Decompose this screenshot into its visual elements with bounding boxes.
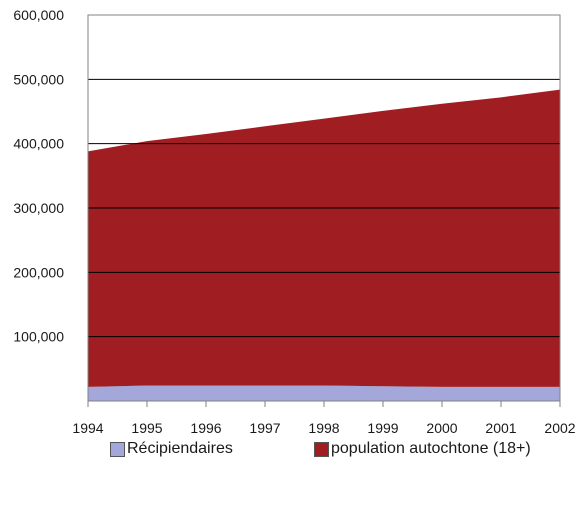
legend-swatch-population <box>314 441 329 457</box>
area-series-0 <box>88 385 560 401</box>
area-chart: 100,000 200,000 300,000 400,000 500,000 600,0… <box>13 7 575 436</box>
x-tick-label: 2000 <box>426 420 457 436</box>
legend-label-recipiendaires: Récipiendaires <box>127 440 233 457</box>
x-tick-label: 1995 <box>131 420 162 436</box>
y-axis-labels: 100,000 200,000 300,000 400,000 500,000 600,0… <box>13 7 64 345</box>
y-tick-label: 500,000 <box>13 71 64 87</box>
legend: Récipiendaires population autochtone (18… <box>0 440 580 470</box>
y-tick-label: 100,000 <box>13 329 64 345</box>
y-tick-label: 300,000 <box>13 200 64 216</box>
x-tick-label: 1996 <box>190 420 221 436</box>
x-tick-label: 2002 <box>544 420 575 436</box>
x-tick-label: 2001 <box>485 420 516 436</box>
legend-item-recipiendaires: Récipiendaires <box>110 440 233 458</box>
y-tick-label: 400,000 <box>13 136 64 152</box>
x-tick-label: 1997 <box>249 420 280 436</box>
x-tick-label: 1994 <box>72 420 103 436</box>
legend-swatch-recipiendaires <box>110 441 125 457</box>
legend-label-population: population autochtone (18+) <box>331 440 531 457</box>
y-tick-label: 200,000 <box>13 264 64 280</box>
legend-item-population: population autochtone (18+) <box>314 440 531 458</box>
y-tick-label: 600,000 <box>13 7 64 23</box>
area-series-1 <box>88 89 560 387</box>
x-tick-label: 1999 <box>367 420 398 436</box>
x-axis-labels: 1994 1995 1996 1997 1998 1999 2000 2001 2002 <box>72 420 575 436</box>
x-tick-label: 1998 <box>308 420 339 436</box>
plot-area <box>87 14 561 407</box>
